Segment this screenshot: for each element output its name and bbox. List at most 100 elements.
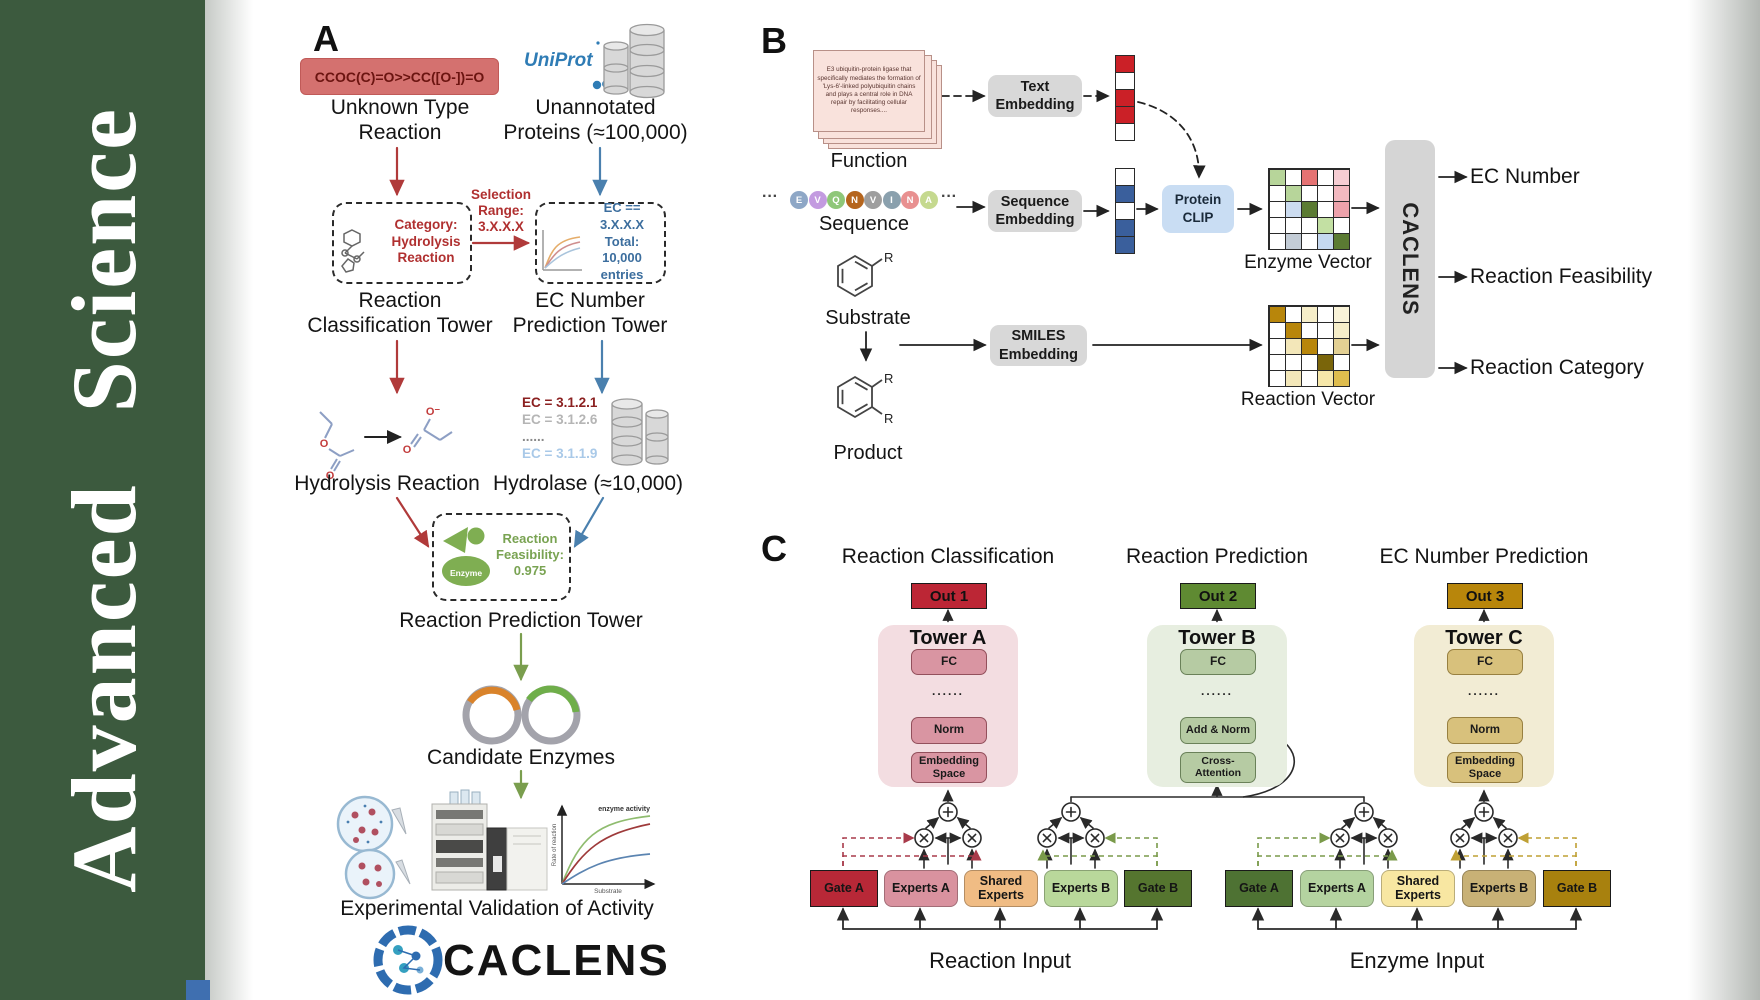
text-embedding-vector bbox=[1114, 54, 1135, 141]
panel-c-label: C bbox=[761, 528, 787, 569]
database-icon bbox=[603, 23, 665, 99]
sequence-embedding-box: Sequence Embedding bbox=[988, 190, 1082, 232]
moe-box-gate-b: Gate B bbox=[1124, 870, 1192, 907]
matrix-cell bbox=[1332, 337, 1350, 355]
residue-circle: V bbox=[808, 191, 827, 209]
matrix-cell bbox=[1284, 321, 1302, 339]
moe-box-shared-experts: Shared Experts bbox=[1381, 870, 1455, 907]
vector-cell bbox=[1114, 71, 1135, 90]
enzyme-vector-matrix bbox=[1268, 168, 1350, 250]
feasibility-dashed-box bbox=[432, 513, 571, 601]
uniprot-logo-text: UniProt bbox=[524, 50, 593, 71]
vector-cell bbox=[1114, 184, 1135, 203]
norm-block: Norm bbox=[1447, 717, 1523, 744]
matrix-cell bbox=[1316, 232, 1334, 250]
tower-b-title: Tower B bbox=[1178, 626, 1256, 649]
dots-block: ...... bbox=[1200, 684, 1233, 698]
function-card: E3 ubiquitin-protein ligase that specifi… bbox=[813, 50, 925, 132]
residue-circle: Q bbox=[827, 191, 845, 209]
matrix-cell bbox=[1332, 216, 1350, 234]
matrix-cell bbox=[1268, 232, 1286, 250]
embedding-space-block: Embedding Space bbox=[1447, 752, 1523, 783]
hydrolysis-reaction-label: Hydrolysis Reaction bbox=[294, 472, 480, 495]
moe-box-gate-b: Gate B bbox=[1543, 870, 1611, 907]
enzyme-icon: Enzyme bbox=[442, 527, 490, 586]
matrix-cell bbox=[1332, 353, 1350, 371]
moe-box-gate-a: Gate A bbox=[810, 870, 878, 907]
acetate-molecule bbox=[410, 418, 453, 448]
matrix-cell bbox=[1268, 200, 1286, 218]
activity-plot-icon: enzyme activity Rate of reaction Substra… bbox=[552, 804, 656, 895]
atom-label: O⁻ bbox=[426, 406, 441, 418]
residue-circle: I bbox=[882, 191, 901, 209]
output-reaction-category: Reaction Category bbox=[1470, 356, 1644, 379]
residue-circle: N bbox=[845, 191, 864, 209]
reaction-prediction-tower-label: Reaction Prediction Tower bbox=[399, 609, 643, 632]
smiles-reaction-box: CCOC(C)=O>>CC([O-])=O bbox=[300, 58, 499, 95]
selection-range-text: Selection Range: 3.X.X.X bbox=[470, 186, 532, 235]
matrix-cell bbox=[1284, 216, 1302, 234]
norm-block: Norm bbox=[911, 717, 987, 744]
matrix-cell bbox=[1316, 200, 1334, 218]
matrix-cell bbox=[1300, 321, 1318, 339]
matrix-cell bbox=[1316, 369, 1334, 387]
reaction-classification-tower-label: Reaction Classification Tower bbox=[307, 288, 493, 337]
validation-label: Experimental Validation of Activity bbox=[340, 897, 654, 920]
tower-b: Tower B FC ...... Add & Norm Cross- Atte… bbox=[1147, 625, 1287, 787]
matrix-cell bbox=[1316, 337, 1334, 355]
ec-result-item: EC = 3.1.2.6 bbox=[522, 412, 598, 427]
matrix-cell bbox=[1268, 168, 1286, 186]
plot-ylabel: Rate of reaction bbox=[552, 824, 558, 866]
text-embedding-box: Text Embedding bbox=[988, 75, 1082, 117]
column-title-reaction-classification: Reaction Classification bbox=[841, 545, 1055, 568]
panel-b-label: B bbox=[761, 20, 787, 61]
matrix-cell bbox=[1284, 184, 1302, 202]
matrix-cell bbox=[1268, 305, 1286, 323]
moe-box-experts-b: Experts B bbox=[1044, 870, 1118, 907]
matrix-cell bbox=[1316, 321, 1334, 339]
matrix-cell bbox=[1300, 369, 1318, 387]
atom-label: O bbox=[320, 438, 329, 450]
residue-circle: N bbox=[901, 191, 919, 209]
matrix-cell bbox=[1316, 305, 1334, 323]
ec-results-list: EC = 3.1.2.1 EC = 3.1.2.6...... EC = 3.1.1… bbox=[522, 395, 612, 463]
category-text: Category: Hydrolysis Reaction bbox=[391, 216, 461, 266]
ec-result-item: EC = 3.1.1.9 bbox=[522, 446, 598, 461]
matrix-cell bbox=[1268, 353, 1286, 371]
vector-cell bbox=[1114, 122, 1135, 141]
ec-range-dashed-box bbox=[535, 202, 666, 284]
database-icon-hydrolase bbox=[611, 398, 669, 466]
column-title-reaction-prediction: Reaction Prediction bbox=[1125, 545, 1309, 568]
matrix-cell bbox=[1284, 353, 1302, 371]
matrix-cell bbox=[1284, 305, 1302, 323]
ec-number-prediction-tower-label: EC Number Prediction Tower bbox=[512, 288, 668, 337]
panel-a-arrows bbox=[364, 146, 610, 800]
out-1-box: Out 1 bbox=[911, 583, 987, 609]
out-3-box: Out 3 bbox=[1447, 583, 1523, 609]
reaction-input-label: Reaction Input bbox=[929, 948, 1071, 973]
matrix-cell bbox=[1300, 337, 1318, 355]
matrix-cell bbox=[1300, 216, 1318, 234]
tower-c-title: Tower C bbox=[1445, 626, 1523, 649]
matrix-cell bbox=[1300, 184, 1318, 202]
cross-attention-block: Cross- Attention bbox=[1180, 752, 1256, 783]
output-ec-number: EC Number bbox=[1470, 165, 1580, 188]
hydrolase-label: Hydrolase (≈10,000) bbox=[492, 472, 684, 495]
reaction-vector-matrix bbox=[1268, 305, 1350, 387]
ec-curves-icon bbox=[542, 230, 582, 271]
matrix-cell bbox=[1268, 369, 1286, 387]
candidate-enzymes-label: Candidate Enzymes bbox=[427, 746, 615, 769]
vector-cell bbox=[1114, 54, 1135, 73]
caclens-brand-text: CACLENS bbox=[443, 936, 670, 985]
enzyme-vector-label: Enzyme Vector bbox=[1244, 252, 1372, 273]
matrix-cell bbox=[1316, 184, 1334, 202]
corner-blue-chip bbox=[186, 980, 210, 1000]
matrix-cell bbox=[1332, 321, 1350, 339]
r-group-label: R bbox=[884, 411, 893, 426]
matrix-cell bbox=[1268, 184, 1286, 202]
atom-label: O bbox=[326, 470, 335, 482]
sample-circles-icon bbox=[336, 795, 411, 900]
enzyme-icon-label: Enzyme bbox=[450, 568, 482, 578]
